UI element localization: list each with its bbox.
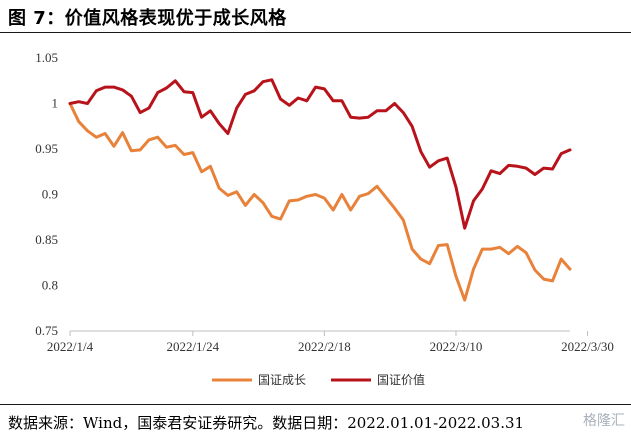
y-tick-label: 0.8 [42,278,58,293]
watermark-logo: 格隆汇 [583,413,625,429]
x-tick-label: 2022/2/18 [298,339,351,354]
chart-legend: 国证成长 国证价值 [212,372,425,387]
series-line-2 [68,78,572,230]
title-rule [0,32,631,33]
line-chart: 0.75 0.8 0.85 0.9 0.95 1 1.05 2022/1/4 2022/1/24… [35,50,614,387]
series-line-1 [68,102,572,302]
y-tick-label: 0.95 [35,141,58,156]
y-tick-label: 0.9 [42,187,58,202]
source-rule [0,404,631,405]
series-layer [68,78,572,302]
x-tick-label: 2022/3/10 [430,339,483,354]
x-tick-label: 2022/1/4 [47,339,94,354]
y-tick-label: 0.85 [35,232,58,247]
y-tick-label: 1.05 [35,50,58,65]
y-tick-label: 0.75 [35,323,58,338]
figure-title: 图 7：价值风格表现优于成长风格 [8,8,287,29]
x-tick-label: 2022/1/24 [166,339,219,354]
legend-label-1: 国证成长 [258,373,306,387]
x-tick-label: 2022/3/30 [561,339,614,354]
y-tick-label: 1 [52,96,59,111]
chart-axes: 0.75 0.8 0.85 0.9 0.95 1 1.05 2022/1/4 2022/1/24… [35,50,614,354]
legend-label-2: 国证价值 [377,372,425,387]
data-source-note: 数据来源：Wind，国泰君安证券研究。数据日期：2022.01.01-2022.… [8,414,525,432]
